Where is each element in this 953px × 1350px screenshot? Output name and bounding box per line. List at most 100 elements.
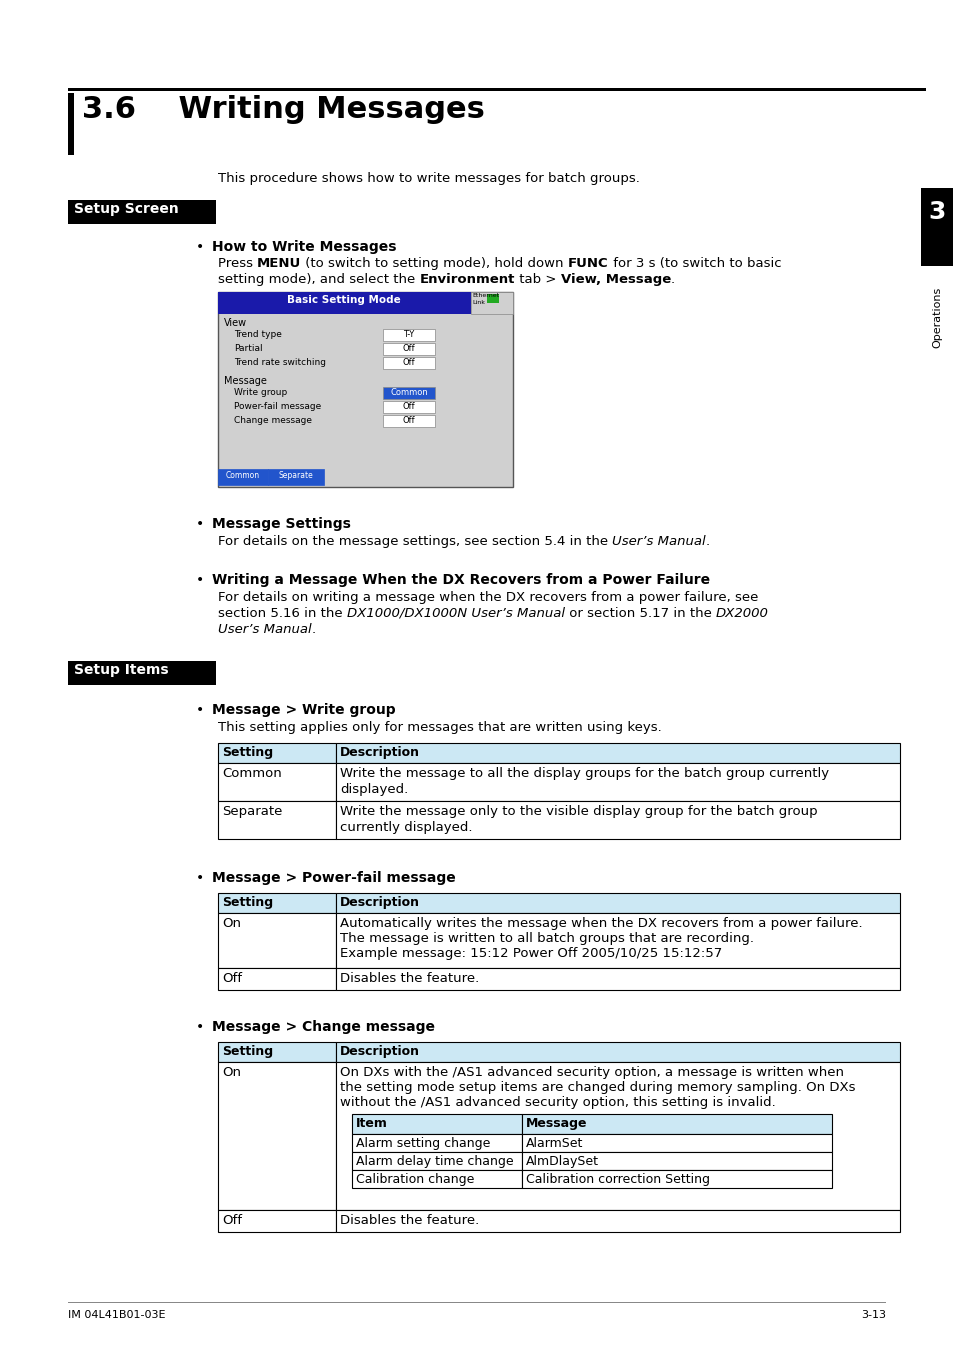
Text: Description: Description — [339, 1045, 419, 1058]
Text: Power-fail message: Power-fail message — [233, 402, 321, 410]
Text: View, Message: View, Message — [560, 273, 670, 286]
Text: Message > Change message: Message > Change message — [212, 1021, 435, 1034]
Bar — [382, 343, 435, 355]
Text: •: • — [195, 1021, 204, 1034]
Text: Ethernet: Ethernet — [472, 293, 498, 298]
Bar — [486, 294, 498, 302]
Text: Write group: Write group — [233, 387, 287, 397]
Bar — [471, 292, 513, 315]
Text: Write the message only to the visible display group for the batch group: Write the message only to the visible di… — [339, 805, 817, 818]
Bar — [352, 1134, 521, 1152]
Bar — [218, 743, 335, 763]
Bar — [920, 188, 953, 266]
Bar — [521, 1134, 831, 1152]
Text: Off: Off — [222, 1214, 242, 1227]
Bar — [382, 387, 435, 400]
Text: Disables the feature.: Disables the feature. — [339, 1214, 478, 1227]
Bar — [68, 200, 215, 224]
Text: This procedure shows how to write messages for batch groups.: This procedure shows how to write messag… — [218, 171, 639, 185]
Text: Off: Off — [402, 344, 415, 352]
Bar — [382, 414, 435, 427]
Text: •: • — [195, 517, 204, 531]
Text: Setup Screen: Setup Screen — [74, 202, 178, 216]
Bar — [521, 1170, 831, 1188]
Text: Description: Description — [339, 896, 419, 909]
Text: On: On — [222, 1066, 241, 1079]
Bar — [218, 968, 335, 990]
Bar — [335, 1042, 899, 1062]
Text: Write the message to all the display groups for the batch group currently: Write the message to all the display gro… — [339, 767, 828, 780]
Text: Off: Off — [402, 402, 415, 410]
Text: Trend rate switching: Trend rate switching — [233, 358, 326, 367]
Text: Off: Off — [402, 416, 415, 425]
Bar — [335, 743, 899, 763]
Bar — [218, 292, 471, 315]
Bar — [382, 329, 435, 342]
Text: •: • — [195, 240, 204, 254]
Bar — [218, 763, 335, 801]
Text: Setting: Setting — [222, 747, 273, 759]
Bar — [218, 892, 335, 913]
Bar — [68, 88, 925, 90]
Text: Setting: Setting — [222, 1045, 273, 1058]
Bar — [335, 1210, 899, 1233]
Text: without the /AS1 advanced security option, this setting is invalid.: without the /AS1 advanced security optio… — [339, 1096, 775, 1108]
Text: Trend type: Trend type — [233, 329, 281, 339]
Text: DX1000/DX1000N User’s Manual: DX1000/DX1000N User’s Manual — [347, 608, 564, 620]
Text: For details on the message settings, see section 5.4 in the: For details on the message settings, see… — [218, 535, 612, 548]
Text: Off: Off — [402, 358, 415, 367]
Text: This setting applies only for messages that are written using keys.: This setting applies only for messages t… — [218, 721, 661, 734]
Text: AlarmSet: AlarmSet — [525, 1137, 583, 1150]
Text: .: . — [312, 622, 315, 636]
Text: .: . — [670, 273, 675, 286]
Bar — [218, 468, 268, 485]
Text: On DXs with the /AS1 advanced security option, a message is written when: On DXs with the /AS1 advanced security o… — [339, 1066, 843, 1079]
Text: Setup Items: Setup Items — [74, 663, 169, 676]
Text: Message: Message — [224, 377, 267, 386]
Text: DX2000: DX2000 — [716, 608, 768, 620]
Text: On: On — [222, 917, 241, 930]
Text: 3-13: 3-13 — [861, 1310, 885, 1320]
Text: Partial: Partial — [233, 344, 262, 352]
Bar — [335, 913, 899, 968]
Text: Disables the feature.: Disables the feature. — [339, 972, 478, 986]
Text: Common: Common — [390, 387, 428, 397]
Text: Change message: Change message — [233, 416, 312, 425]
Text: Automatically writes the message when the DX recovers from a power failure.: Automatically writes the message when th… — [339, 917, 862, 930]
Bar — [335, 801, 899, 838]
Text: MENU: MENU — [257, 256, 301, 270]
Bar — [335, 763, 899, 801]
Text: User’s Manual: User’s Manual — [218, 622, 312, 636]
Text: Operations: Operations — [931, 286, 941, 348]
Bar — [352, 1152, 521, 1170]
Text: 3: 3 — [927, 200, 944, 224]
Text: Separate: Separate — [278, 471, 313, 481]
Bar — [268, 468, 324, 485]
Text: •: • — [195, 871, 204, 886]
Bar — [218, 913, 335, 968]
Bar — [521, 1152, 831, 1170]
Text: User’s Manual: User’s Manual — [612, 535, 705, 548]
Text: How to Write Messages: How to Write Messages — [212, 240, 396, 254]
Bar — [218, 801, 335, 838]
Text: (to switch to setting mode), hold down: (to switch to setting mode), hold down — [301, 256, 568, 270]
Bar — [218, 292, 513, 487]
Text: Writing a Message When the DX Recovers from a Power Failure: Writing a Message When the DX Recovers f… — [212, 572, 709, 587]
Text: Separate: Separate — [222, 805, 282, 818]
Text: The message is written to all batch groups that are recording.: The message is written to all batch grou… — [339, 931, 753, 945]
Bar — [382, 356, 435, 369]
Text: •: • — [195, 703, 204, 717]
Text: currently displayed.: currently displayed. — [339, 821, 472, 834]
Text: View: View — [224, 319, 247, 328]
Text: Press: Press — [218, 256, 257, 270]
Text: Calibration correction Setting: Calibration correction Setting — [525, 1173, 709, 1187]
Bar — [68, 93, 74, 155]
Bar — [352, 1170, 521, 1188]
Bar — [335, 1062, 899, 1210]
Text: Off: Off — [222, 972, 242, 986]
Text: T-Y: T-Y — [403, 329, 415, 339]
Text: setting mode), and select the: setting mode), and select the — [218, 273, 419, 286]
Text: Message > Power-fail message: Message > Power-fail message — [212, 871, 456, 886]
Text: Alarm setting change: Alarm setting change — [355, 1137, 490, 1150]
Text: Common: Common — [222, 767, 281, 780]
